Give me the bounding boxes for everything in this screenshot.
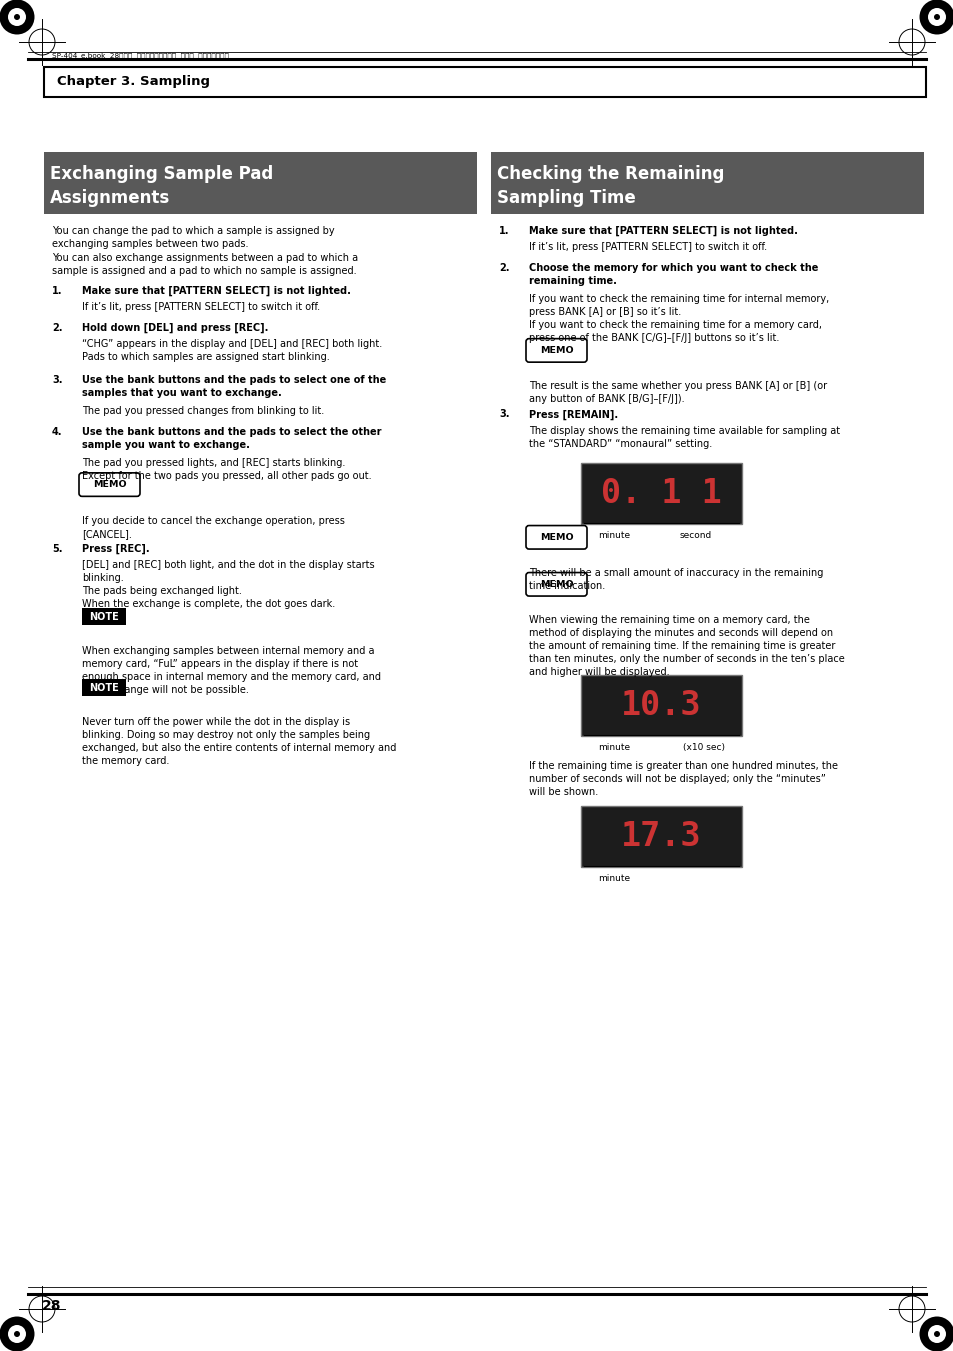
Text: Use the bank buttons and the pads to select one of the
samples that you want to : Use the bank buttons and the pads to sel…: [82, 376, 386, 399]
Text: 4.: 4.: [52, 427, 63, 436]
Text: (x10 sec): (x10 sec): [682, 743, 724, 753]
FancyBboxPatch shape: [525, 573, 586, 596]
Text: 1.: 1.: [52, 286, 63, 296]
Text: 1.: 1.: [498, 226, 509, 236]
Circle shape: [933, 1331, 939, 1337]
Circle shape: [927, 8, 945, 26]
Text: 2.: 2.: [52, 323, 63, 334]
FancyBboxPatch shape: [525, 526, 586, 549]
FancyBboxPatch shape: [580, 807, 741, 867]
FancyBboxPatch shape: [79, 473, 140, 496]
Text: If it’s lit, press [PATTERN SELECT] to switch it off.: If it’s lit, press [PATTERN SELECT] to s…: [82, 303, 320, 312]
Text: 28: 28: [42, 1300, 61, 1313]
Text: The pad you pressed lights, and [REC] starts blinking.
Except for the two pads y: The pad you pressed lights, and [REC] st…: [82, 458, 372, 481]
Text: Assignments: Assignments: [50, 189, 170, 207]
Text: Press [REMAIN].: Press [REMAIN].: [529, 409, 618, 420]
FancyBboxPatch shape: [580, 676, 741, 736]
Text: MEMO: MEMO: [539, 346, 573, 355]
Text: minute: minute: [598, 531, 629, 540]
Text: 17.3: 17.3: [620, 820, 701, 854]
Text: If you want to check the remaining time for internal memory,
press BANK [A] or [: If you want to check the remaining time …: [529, 295, 828, 343]
Circle shape: [0, 1316, 34, 1351]
FancyBboxPatch shape: [44, 153, 477, 213]
Text: NOTE: NOTE: [89, 682, 119, 693]
Text: Never turn off the power while the dot in the display is
blinking. Doing so may : Never turn off the power while the dot i…: [82, 717, 395, 766]
Circle shape: [919, 0, 953, 35]
Text: If you decide to cancel the exchange operation, press
[CANCEL].: If you decide to cancel the exchange ope…: [82, 516, 345, 539]
Text: Hold down [DEL] and press [REC].: Hold down [DEL] and press [REC].: [82, 323, 268, 334]
FancyBboxPatch shape: [580, 463, 741, 524]
Text: NOTE: NOTE: [89, 612, 119, 621]
Text: Use the bank buttons and the pads to select the other
sample you want to exchang: Use the bank buttons and the pads to sel…: [82, 427, 381, 450]
Text: 0. 1 1: 0. 1 1: [600, 477, 721, 511]
Text: Sampling Time: Sampling Time: [497, 189, 635, 207]
Text: “CHG” appears in the display and [DEL] and [REC] both light.
Pads to which sampl: “CHG” appears in the display and [DEL] a…: [82, 339, 382, 362]
Text: The result is the same whether you press BANK [A] or [B] (or
any button of BANK : The result is the same whether you press…: [529, 381, 826, 404]
Circle shape: [927, 1325, 945, 1343]
Text: The display shows the remaining time available for sampling at
the “STANDARD” “m: The display shows the remaining time ava…: [529, 426, 840, 449]
Text: You can change the pad to which a sample is assigned by
exchanging samples betwe: You can change the pad to which a sample…: [52, 226, 335, 249]
Text: When viewing the remaining time on a memory card, the
method of displaying the m: When viewing the remaining time on a mem…: [529, 615, 843, 677]
Text: 3.: 3.: [498, 409, 509, 419]
Text: Press [REC].: Press [REC].: [82, 543, 150, 554]
FancyBboxPatch shape: [525, 339, 586, 362]
Text: Choose the memory for which you want to check the
remaining time.: Choose the memory for which you want to …: [529, 263, 818, 286]
Text: second: second: [679, 531, 711, 540]
Text: When exchanging samples between internal memory and a
memory card, “FuL” appears: When exchanging samples between internal…: [82, 646, 380, 696]
Text: Checking the Remaining: Checking the Remaining: [497, 165, 723, 182]
Text: If the remaining time is greater than one hundred minutes, the
number of seconds: If the remaining time is greater than on…: [529, 762, 837, 797]
Text: SP-404_e.book  28ページ  ２００６年３月３日  金曜日  午後２時４６分: SP-404_e.book 28ページ ２００６年３月３日 金曜日 午後２時４６…: [52, 53, 229, 59]
Circle shape: [919, 1316, 953, 1351]
Text: Exchanging Sample Pad: Exchanging Sample Pad: [50, 165, 273, 182]
Circle shape: [8, 8, 26, 26]
FancyBboxPatch shape: [82, 680, 126, 696]
FancyBboxPatch shape: [82, 608, 126, 626]
Text: 10.3: 10.3: [620, 689, 701, 723]
Text: The pad you pressed changes from blinking to lit.: The pad you pressed changes from blinkin…: [82, 407, 324, 416]
Text: MEMO: MEMO: [539, 580, 573, 589]
Text: 5.: 5.: [52, 543, 63, 554]
Circle shape: [8, 1325, 26, 1343]
FancyBboxPatch shape: [44, 68, 925, 97]
Circle shape: [14, 1331, 20, 1337]
Circle shape: [0, 0, 34, 35]
Text: MEMO: MEMO: [539, 532, 573, 542]
Text: If it’s lit, press [PATTERN SELECT] to switch it off.: If it’s lit, press [PATTERN SELECT] to s…: [529, 242, 766, 253]
Text: MEMO: MEMO: [92, 480, 126, 489]
FancyBboxPatch shape: [491, 153, 923, 213]
Text: minute: minute: [598, 874, 629, 884]
Text: minute: minute: [598, 743, 629, 753]
Text: Chapter 3. Sampling: Chapter 3. Sampling: [57, 74, 210, 88]
Text: 3.: 3.: [52, 376, 63, 385]
Text: 2.: 2.: [498, 263, 509, 273]
Circle shape: [14, 14, 20, 20]
Circle shape: [933, 14, 939, 20]
Text: There will be a small amount of inaccuracy in the remaining
time indication.: There will be a small amount of inaccura…: [529, 569, 822, 592]
Text: [DEL] and [REC] both light, and the dot in the display starts
blinking.
The pads: [DEL] and [REC] both light, and the dot …: [82, 559, 375, 609]
Text: Make sure that [PATTERN SELECT] is not lighted.: Make sure that [PATTERN SELECT] is not l…: [529, 226, 797, 236]
Text: You can also exchange assignments between a pad to which a
sample is assigned an: You can also exchange assignments betwee…: [52, 253, 357, 276]
Text: Make sure that [PATTERN SELECT] is not lighted.: Make sure that [PATTERN SELECT] is not l…: [82, 286, 351, 296]
